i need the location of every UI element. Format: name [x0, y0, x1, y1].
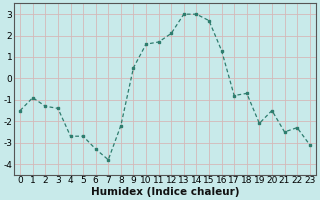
X-axis label: Humidex (Indice chaleur): Humidex (Indice chaleur): [91, 187, 239, 197]
